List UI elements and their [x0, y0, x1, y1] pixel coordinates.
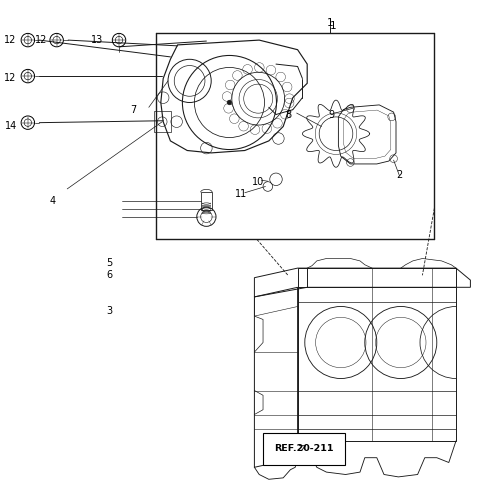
Text: 12: 12: [4, 72, 17, 82]
Text: 9: 9: [329, 109, 335, 119]
Text: 10: 10: [252, 176, 264, 187]
Text: 3: 3: [107, 306, 113, 317]
Text: REF.20-211: REF.20-211: [275, 444, 334, 453]
Text: 5: 5: [107, 258, 113, 268]
Text: 8: 8: [286, 109, 292, 119]
Text: 14: 14: [4, 121, 17, 131]
Text: 4: 4: [49, 196, 55, 206]
Text: 1: 1: [327, 18, 334, 28]
Text: 12: 12: [35, 35, 47, 45]
Text: 6: 6: [107, 270, 113, 281]
Text: 13: 13: [91, 35, 103, 45]
Text: 1: 1: [330, 21, 337, 31]
Text: 7: 7: [131, 105, 137, 115]
Circle shape: [227, 100, 232, 105]
Text: 12: 12: [4, 35, 17, 45]
Text: 11: 11: [235, 189, 248, 199]
Text: 2: 2: [396, 170, 402, 179]
